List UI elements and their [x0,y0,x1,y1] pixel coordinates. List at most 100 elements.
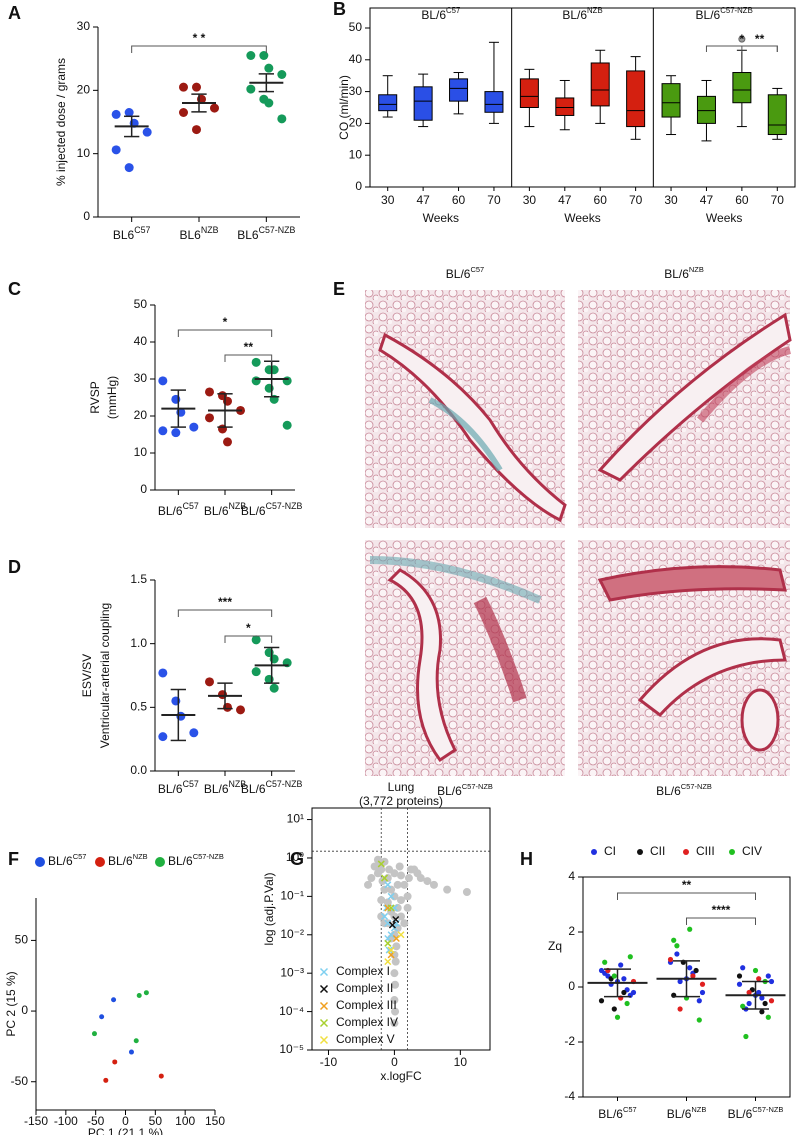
data-point [602,959,608,965]
data-point [205,677,214,687]
x-tick-label: BL/6C57-NZB [241,501,303,518]
data-point [693,967,699,974]
data-point [598,998,605,1004]
y-axis-label: log (adj.P.Val) [262,873,276,946]
image-label-sup: C57-NZB [462,782,493,791]
y-tick-label: 20 [77,83,91,97]
data-point [759,1009,765,1015]
data-point [111,997,117,1003]
x-tick-label-sup: C57-NZB [266,501,303,511]
data-point [112,1059,118,1065]
legend-marker [729,849,735,855]
chart-subtitle: (3,772 proteins) [359,794,443,808]
significance-bracket [177,609,273,617]
legend-marker [319,1001,329,1011]
data-point [387,904,395,912]
x-tick-label: 100 [175,1114,195,1128]
x-tick-label: 0 [391,1055,398,1069]
y-tick-label: 10 [349,147,363,161]
x-tick-label: BL/6C57-NZB [728,1105,784,1121]
background-point [375,862,384,871]
vessel [473,596,527,703]
image-label-base: BL/6 [446,267,471,281]
significance-bracket [131,45,267,53]
data-point [133,1038,139,1044]
data-point [380,874,389,882]
legend-label-base: BL/6 [48,854,73,868]
y-axis-label: (mmHg) [105,376,119,419]
data-point [768,998,775,1004]
x-tick-label: 60 [735,193,749,207]
data-point [743,1033,749,1040]
x-tick-label-sup: C57 [134,225,150,235]
plot-frame [311,807,491,1051]
data-point [752,967,759,974]
background-point [392,942,401,951]
data-point [158,668,168,678]
panel-letter: E [333,279,345,299]
data-point [171,428,181,438]
data-point [259,51,269,60]
background-point [390,996,399,1005]
data-point [128,1049,134,1055]
data-point [699,989,706,996]
x-tick-label: 30 [664,193,678,207]
y-tick-label: 2 [568,924,575,938]
x-tick-label: 30 [523,193,537,207]
y-tick-label: 0 [21,1003,28,1017]
x-axis-label: Weeks [564,211,600,225]
y-tick-label: 10⁻⁵ [279,1042,304,1056]
significance-label: *** [218,595,232,609]
legend-marker [319,967,329,977]
y-axis-label: CO (ml/min) [337,75,351,140]
x-tick-label-base: BL/6 [667,1107,692,1121]
y-axis-label: ESV/SV [80,654,94,697]
y-tick-label: 0.0 [130,763,147,777]
legend-marker [319,1035,329,1045]
x-tick-label-sup: C57-NZB [266,779,303,789]
data-point [277,114,287,124]
x-tick-label-base: BL/6 [204,504,229,518]
background-point [391,957,400,966]
data-point [380,912,389,920]
y-tick-label: -50 [11,1074,29,1088]
significance-label: * * [193,31,206,45]
legend-marker [319,1018,329,1028]
significance-label: ** [244,340,254,354]
data-point [246,51,256,60]
box [590,62,610,107]
y-tick-label: 50 [15,933,29,947]
legend-label: CIV [742,844,762,858]
legend-label-base: BL/6 [108,854,133,868]
background-point [404,874,413,883]
group-title-sup: C57 [446,6,460,15]
legend-label: BL/6C57 [48,852,86,868]
legend-label: CII [650,844,665,858]
y-tick-label: 0 [568,979,575,993]
legend-label-sup: C57 [73,852,87,861]
x-tick-label: 47 [700,193,714,207]
vessel [696,346,792,423]
x-tick-label: 30 [381,193,395,207]
data-point [158,1073,164,1079]
data-point [251,376,261,386]
x-tick-label: 60 [452,193,466,207]
x-axis-label: Weeks [706,211,742,225]
data-point [736,973,743,979]
x-tick-label: 70 [629,193,643,207]
data-point [746,1000,752,1007]
panel-letter: A [8,3,21,23]
x-tick-label: 47 [416,193,430,207]
group-title: BL/6C57-NZB [696,6,753,22]
background-point [377,896,386,905]
x-tick-label: 60 [594,193,608,207]
data-point [210,103,219,113]
y-tick-label: 40 [134,334,148,348]
data-point [205,387,214,397]
x-tick-label: BL/6NZB [667,1105,707,1121]
data-point [124,163,134,173]
background-point [429,880,438,889]
x-tick-label-sup: C57 [183,501,199,511]
data-point [387,946,395,954]
y-tick-label: 4 [568,869,575,883]
